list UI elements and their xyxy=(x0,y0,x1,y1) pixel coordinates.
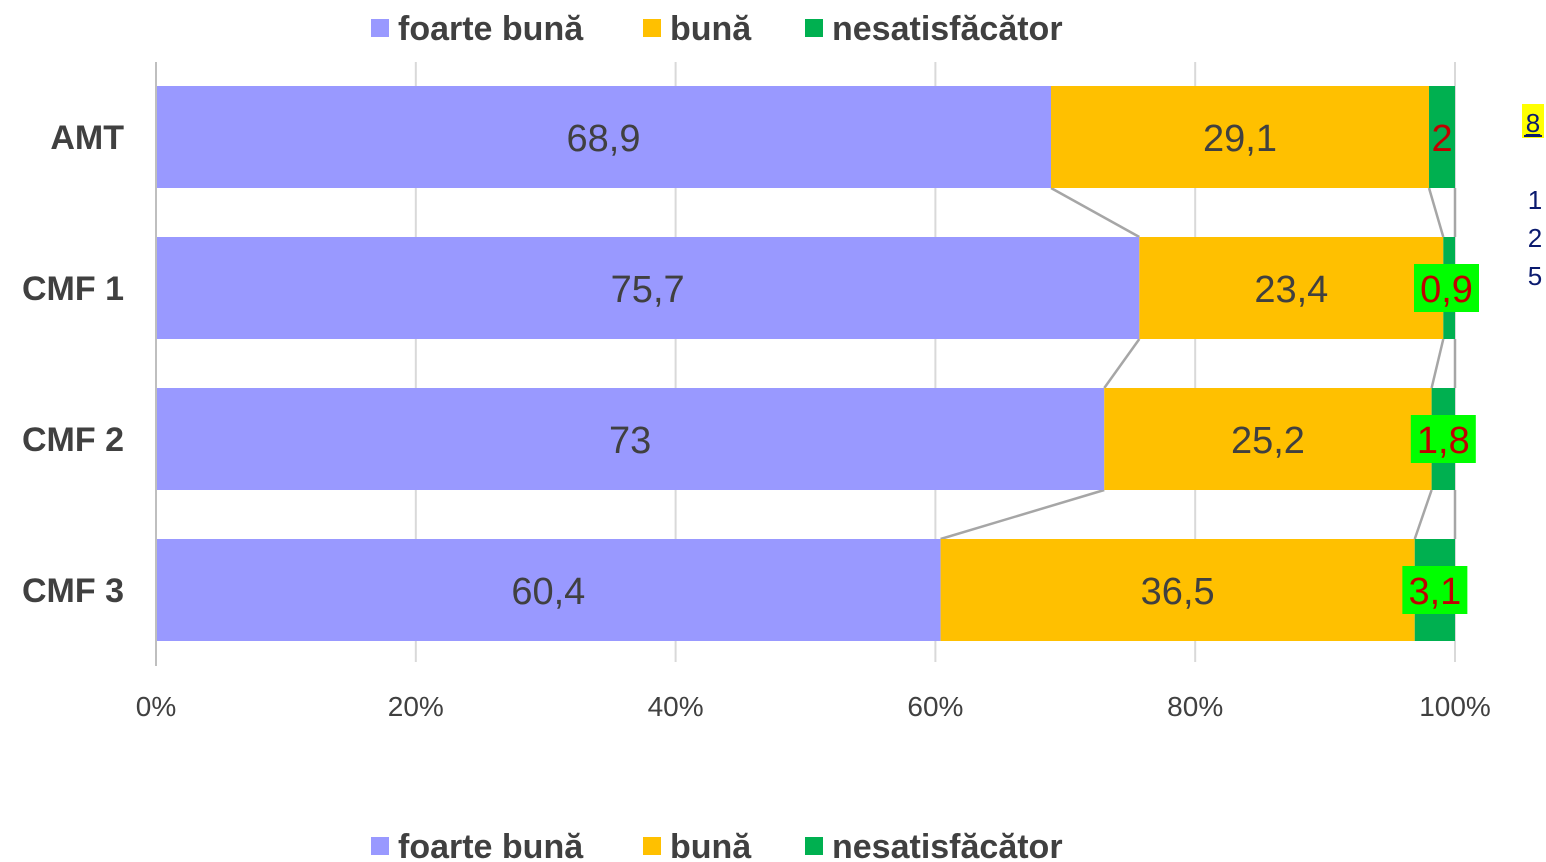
legend-label: bună xyxy=(670,10,752,48)
series-line xyxy=(1413,489,1433,540)
series-line xyxy=(940,488,1105,541)
legend-swatch xyxy=(805,19,823,37)
series-line xyxy=(1430,338,1445,389)
data-label: 68,9 xyxy=(567,118,641,160)
legend-swatch xyxy=(371,19,389,37)
data-label: 36,5 xyxy=(1141,571,1215,613)
data-label-highlight xyxy=(1414,264,1479,312)
legend-label: foarte bună xyxy=(398,10,584,48)
legend-swatch xyxy=(643,19,661,37)
category-label: CMF 3 xyxy=(22,572,124,610)
data-label: 60,4 xyxy=(511,571,585,613)
legend-label: bună xyxy=(670,828,752,862)
legend-top: foarte bună bună nesatisfăcător xyxy=(371,10,1063,48)
series-line xyxy=(1050,186,1140,239)
data-labels: 68,9 29,1 2 75,7 23,4 0,9 73 25,2 1,8 60,4 36,5 3,1 xyxy=(511,118,1479,614)
data-label: 23,4 xyxy=(1254,269,1328,311)
bar-amt-s2 xyxy=(1429,86,1455,188)
side-note-line: 5 xyxy=(1528,261,1542,291)
side-notes: 8 1 2 5 xyxy=(1522,104,1544,291)
axes: 0% 20% 40% 60% 80% 100% AMT CMF 1 CMF 2 CMF 3 xyxy=(22,62,1491,722)
bar-cmf-3-s0 xyxy=(156,539,941,641)
series-line xyxy=(1427,187,1445,238)
data-label: 1,8 xyxy=(1417,420,1470,462)
legend-swatch xyxy=(643,837,661,855)
bar-cmf-2-s1 xyxy=(1104,388,1432,490)
side-note-line: 2 xyxy=(1528,223,1542,253)
x-tick-label: 80% xyxy=(1167,691,1223,722)
data-label: 29,1 xyxy=(1203,118,1277,160)
x-tick-label: 60% xyxy=(907,691,963,722)
bar-cmf-2-s0 xyxy=(156,388,1105,490)
data-label: 75,7 xyxy=(611,269,685,311)
legend-bottom: foarte bună bună nesatisfăcător xyxy=(371,828,1063,862)
data-label: 2 xyxy=(1431,118,1452,160)
bars xyxy=(156,86,1455,641)
data-label: 25,2 xyxy=(1231,420,1305,462)
legend-label: nesatisfăcător xyxy=(832,828,1063,862)
legend-swatch xyxy=(371,837,389,855)
data-label-highlight xyxy=(1402,566,1468,614)
x-tick-label: 40% xyxy=(648,691,704,722)
category-label: AMT xyxy=(50,119,124,157)
data-label-highlight xyxy=(1410,415,1476,463)
legend-swatch xyxy=(805,837,823,855)
legend-label: foarte bună xyxy=(398,828,584,862)
legend-label: nesatisfăcător xyxy=(832,10,1063,48)
bar-cmf-3-s1 xyxy=(940,539,1415,641)
x-tick-label: 20% xyxy=(388,691,444,722)
side-note-highlight xyxy=(1522,104,1544,138)
bar-amt-s0 xyxy=(156,86,1052,188)
data-label: 3,1 xyxy=(1408,571,1461,613)
bar-cmf-1-s0 xyxy=(156,237,1140,339)
side-note-line: 1 xyxy=(1528,185,1542,215)
category-label: CMF 2 xyxy=(22,421,124,459)
side-note-number: 8 xyxy=(1526,108,1540,138)
x-tick-label: 0% xyxy=(136,691,176,722)
series-lines xyxy=(940,186,1457,541)
category-label: CMF 1 xyxy=(22,270,124,308)
bar-amt-s1 xyxy=(1051,86,1430,188)
data-label: 0,9 xyxy=(1420,269,1473,311)
bar-cmf-1-s1 xyxy=(1139,237,1444,339)
data-label: 73 xyxy=(609,420,651,462)
series-line xyxy=(1103,338,1141,389)
x-tick-label: 100% xyxy=(1419,691,1491,722)
